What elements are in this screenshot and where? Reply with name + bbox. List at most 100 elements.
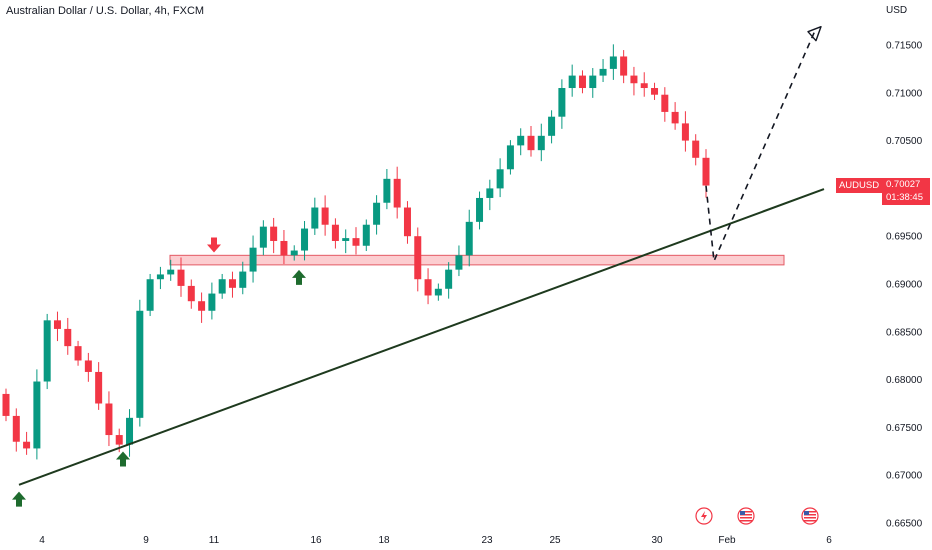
candle[interactable] (156, 266, 164, 290)
candle-body (167, 269, 175, 275)
lightning-icon[interactable] (695, 507, 713, 525)
candle-body (393, 178, 401, 208)
candle[interactable] (620, 50, 628, 84)
candle-body (403, 207, 411, 237)
candle[interactable] (33, 369, 41, 460)
candle[interactable] (393, 166, 401, 219)
arrow-shape (292, 269, 306, 285)
arrow-up-icon[interactable] (116, 451, 130, 467)
candle[interactable] (321, 195, 329, 236)
candle[interactable] (558, 79, 566, 129)
candle[interactable] (342, 229, 350, 254)
candle[interactable] (527, 125, 535, 157)
candle[interactable] (23, 431, 31, 455)
candle[interactable] (259, 220, 267, 256)
candle-body (33, 381, 41, 449)
candle[interactable] (465, 209, 473, 267)
y-tick-label: 0.71000 (886, 88, 923, 99)
candle[interactable] (455, 245, 463, 277)
candle[interactable] (496, 158, 504, 198)
arrow-up-icon[interactable] (12, 491, 26, 507)
us-flag-icon[interactable] (801, 507, 819, 525)
candle[interactable] (681, 111, 689, 152)
candle[interactable] (280, 229, 288, 265)
x-tick-label: 18 (378, 535, 390, 546)
ascending-trendline[interactable] (18, 188, 825, 486)
candle[interactable] (74, 340, 82, 366)
projection-path[interactable] (705, 30, 816, 265)
candle[interactable] (146, 273, 154, 317)
candle[interactable] (486, 179, 494, 211)
candle[interactable] (2, 388, 10, 422)
candle[interactable] (270, 217, 278, 254)
candle[interactable] (517, 128, 525, 156)
candle[interactable] (537, 123, 545, 162)
y-tick-label: 0.68000 (886, 375, 923, 386)
candle[interactable] (609, 44, 617, 80)
candle[interactable] (671, 102, 679, 130)
candle[interactable] (589, 68, 597, 98)
candle[interactable] (290, 245, 298, 261)
candle[interactable] (548, 110, 556, 144)
candle[interactable] (239, 261, 247, 295)
candle-body (301, 228, 309, 251)
candle[interactable] (43, 313, 51, 390)
candle[interactable] (249, 235, 257, 283)
candle[interactable] (311, 197, 319, 235)
candle[interactable] (568, 64, 576, 97)
candle[interactable] (301, 220, 309, 261)
candle[interactable] (424, 268, 432, 305)
candle[interactable] (651, 82, 659, 100)
arrow-shape (116, 451, 130, 467)
candle-body (259, 226, 267, 248)
flag-canton (740, 511, 745, 515)
candle[interactable] (167, 259, 175, 281)
candle[interactable] (640, 72, 648, 97)
candle[interactable] (661, 87, 669, 122)
candle[interactable] (362, 219, 370, 252)
candle[interactable] (506, 140, 514, 175)
candle[interactable] (95, 362, 103, 410)
candle-body (156, 274, 164, 280)
candle[interactable] (177, 257, 185, 297)
us-flag-icon[interactable] (737, 507, 755, 525)
candle[interactable] (373, 195, 381, 235)
candle[interactable] (352, 227, 360, 255)
candle[interactable] (208, 282, 216, 320)
arrow-down-icon[interactable] (207, 237, 221, 253)
support-zone[interactable] (169, 254, 785, 266)
candle[interactable] (331, 218, 339, 249)
candle-body (362, 224, 370, 246)
candle[interactable] (64, 317, 72, 355)
candle-body (434, 288, 442, 296)
arrow-up-icon[interactable] (292, 269, 306, 285)
candle-body (84, 360, 92, 372)
candle[interactable] (414, 227, 422, 292)
candle-body (620, 56, 628, 76)
candle[interactable] (136, 299, 144, 427)
candle[interactable] (126, 409, 134, 457)
candle-body (146, 279, 154, 311)
candle-body (218, 279, 226, 294)
candle[interactable] (84, 352, 92, 382)
candle[interactable] (105, 391, 113, 447)
candle[interactable] (692, 134, 700, 166)
candle[interactable] (383, 168, 391, 210)
candle[interactable] (198, 292, 206, 323)
candle-body (239, 271, 247, 288)
candle[interactable] (187, 279, 195, 309)
candle[interactable] (476, 191, 484, 230)
candle[interactable] (12, 408, 20, 452)
candle[interactable] (228, 271, 236, 298)
candle[interactable] (403, 201, 411, 244)
candle[interactable] (630, 66, 638, 96)
candle[interactable] (599, 59, 607, 82)
candle[interactable] (445, 262, 453, 299)
candle-body (352, 238, 360, 246)
candle[interactable] (578, 70, 586, 94)
candle[interactable] (434, 283, 442, 301)
candle[interactable] (53, 311, 61, 342)
flag-stripe (740, 520, 752, 522)
candle[interactable] (218, 273, 226, 299)
